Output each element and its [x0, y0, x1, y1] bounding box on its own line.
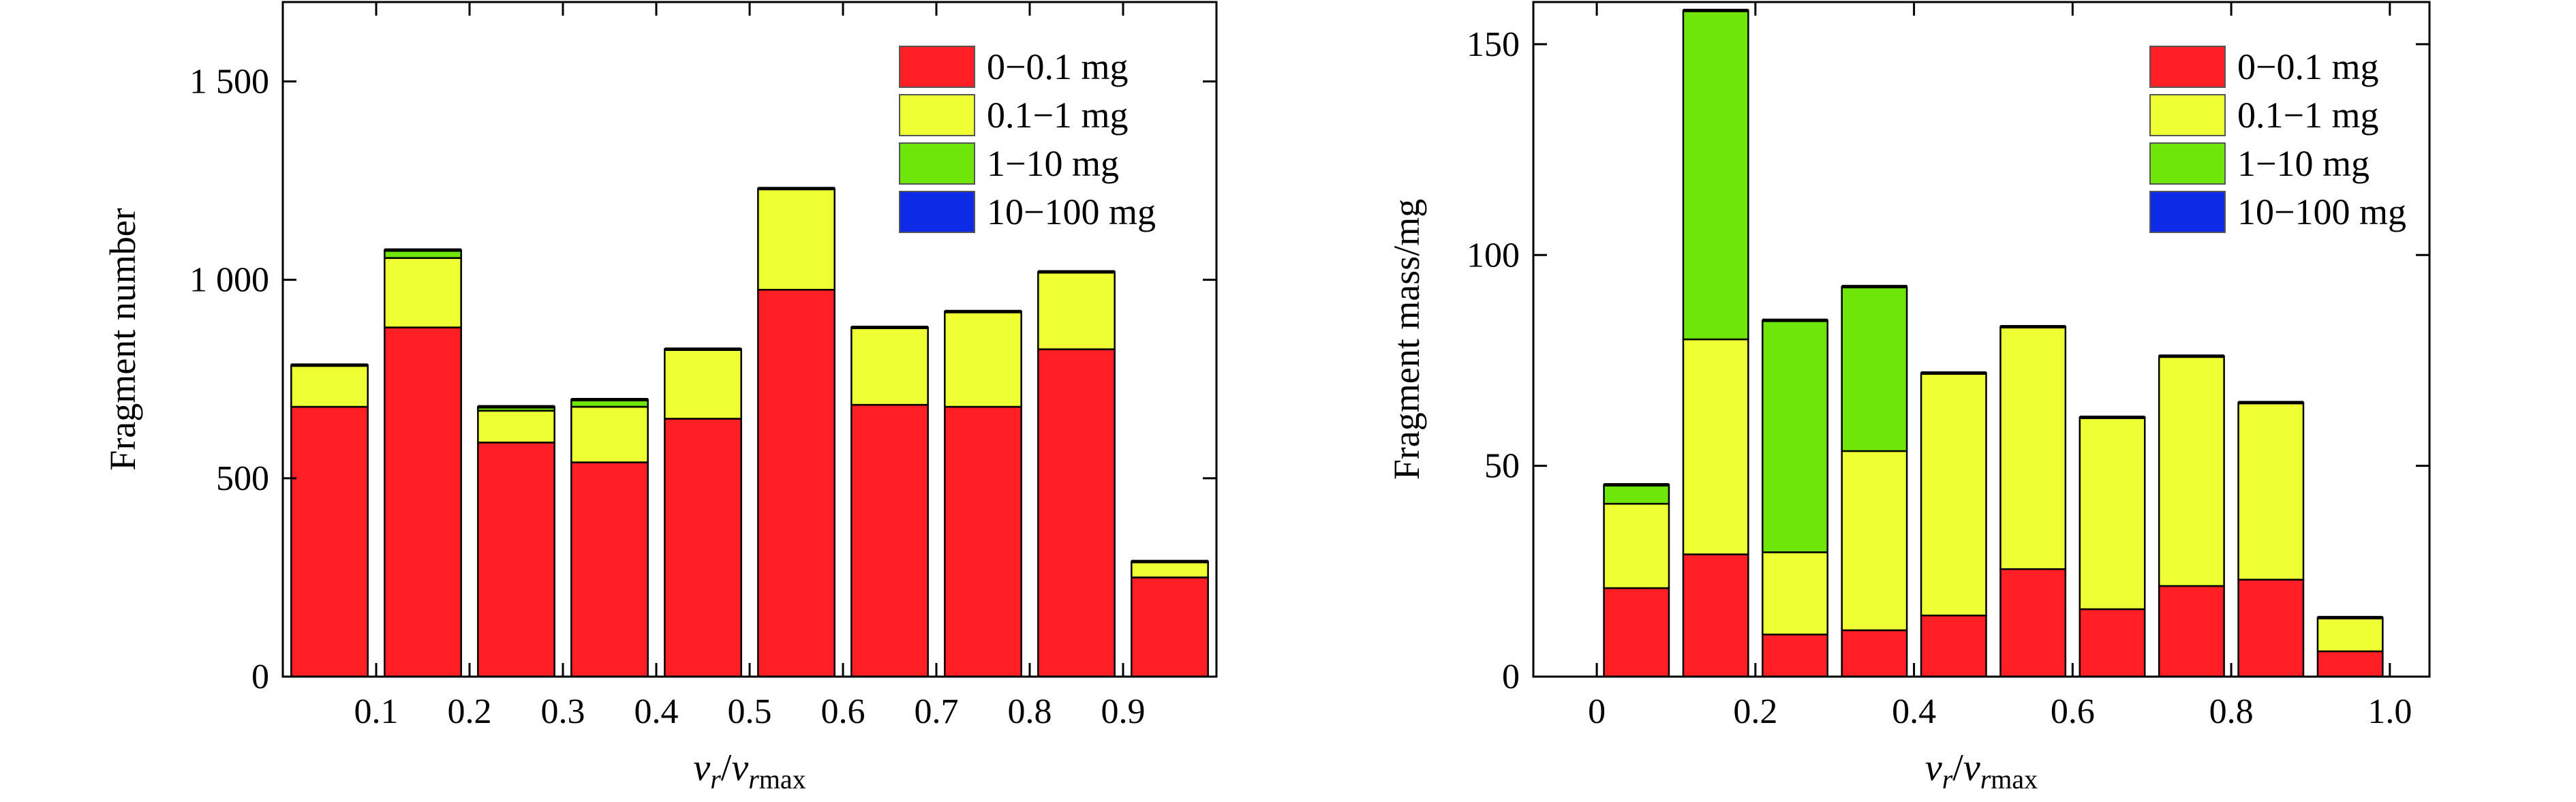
y-tick-label: 100: [1467, 236, 1520, 275]
bar-9-series-2: [2237, 401, 2305, 581]
legend-label: 0−0.1 mg: [2237, 46, 2378, 87]
x-tick-label: 0.4: [1892, 692, 1936, 731]
bar-5-series-1: [1920, 615, 1987, 678]
x-tick-label: 0.2: [448, 692, 492, 731]
y-tick-label: 1 500: [189, 62, 269, 101]
bar-4-series-2: [570, 405, 649, 463]
bar-7-series-1: [850, 403, 929, 678]
bar-7-series-2: [850, 326, 929, 406]
x-tick-label: 0.4: [634, 692, 679, 731]
legend-swatch: [899, 94, 975, 136]
bar-9-series-2: [1037, 271, 1116, 350]
legend-label: 0−0.1 mg: [987, 46, 1128, 87]
bar-3-series-1: [1762, 633, 1828, 678]
y-tick-label: 1 000: [189, 261, 269, 300]
legend-label: 1−10 mg: [987, 143, 1119, 184]
legend-label: 10−100 mg: [987, 191, 1156, 232]
bar-7-series-1: [2079, 608, 2146, 678]
bar-1-series-1: [290, 405, 369, 678]
bar-9-series-1: [2237, 579, 2305, 678]
legend-swatch: [899, 191, 975, 233]
y-tick-label: 0: [1502, 658, 1520, 696]
x-tick-label: 0.1: [354, 692, 399, 731]
bar-4-series-1: [1841, 629, 1908, 678]
bar-8-series-2: [2158, 355, 2225, 587]
chart-panel-1: 0 500 1 000 1 500 0.1 0.2 0.3 0.4 0.5 0.6 0.7 0.8 0.…: [102, 1, 1218, 795]
bar-2-series-1: [1682, 553, 1749, 678]
bar-1-series-2: [1603, 503, 1670, 589]
legend: 0−0.1 mg 0.1−1 mg 1−10 mg 10−100 mg: [899, 46, 1156, 233]
bar-1-series-3: [1603, 484, 1670, 505]
bar-4-series-2: [1841, 450, 1908, 632]
bar-3-series-3: [1762, 319, 1828, 553]
bar-3-series-1: [477, 442, 555, 678]
y-tick-label: 150: [1467, 25, 1520, 64]
legend-swatch: [2149, 191, 2226, 233]
bar-5-series-2: [1920, 372, 1987, 617]
legend-swatch: [2149, 142, 2226, 185]
bar-2-series-2: [1682, 338, 1749, 555]
y-axis-label: Fragment number: [102, 208, 143, 470]
bar-10-series-2: [2316, 617, 2384, 653]
x-tick-label: 0.5: [728, 692, 772, 731]
bar-4-series-3: [1841, 286, 1908, 452]
y-axis-label: Fragment mass/mg: [1386, 199, 1427, 480]
bar-8-series-1: [2158, 585, 2225, 678]
legend-label: 10−100 mg: [2237, 191, 2406, 232]
bar-3-series-2: [1762, 551, 1828, 636]
x-tick-label: 0.3: [541, 692, 585, 731]
legend-label: 0.1−1 mg: [987, 95, 1128, 136]
x-axis-label: vr/vrmax: [693, 747, 806, 795]
legend-swatch: [2149, 46, 2226, 88]
bar-7-series-2: [2079, 416, 2146, 611]
legend-swatch: [899, 46, 975, 88]
bar-4-series-1: [570, 461, 649, 678]
x-tick-label: 0.2: [1733, 692, 1777, 731]
legend-label: 1−10 mg: [2237, 143, 2370, 184]
bar-5-series-1: [664, 418, 742, 678]
x-tick-label: 1.0: [2367, 692, 2412, 731]
chart-panel-2: 0 50 100 150 0 0.2 0.4 0.6 0.8 1.0 vr/vrmax Fragmen…: [1386, 1, 2431, 795]
bar-6-series-1: [1999, 568, 2067, 678]
bar-8-series-1: [944, 405, 1022, 678]
bar-10-series-1: [1131, 576, 1209, 678]
y-tick-label: 500: [216, 459, 269, 498]
bar-8-series-2: [944, 310, 1022, 408]
bar-2-series-3: [1682, 10, 1749, 341]
bar-6-series-2: [1999, 326, 2067, 570]
legend-swatch: [899, 142, 975, 185]
bar-3-series-2: [477, 410, 555, 444]
x-tick-label: 0.6: [2051, 692, 2095, 731]
x-tick-label: 0.9: [1101, 692, 1146, 731]
bar-6-series-2: [757, 187, 835, 291]
x-tick-label: 0.8: [2209, 692, 2254, 731]
bar-5-series-2: [664, 348, 742, 420]
bar-2-series-2: [384, 257, 462, 328]
bar-9-series-1: [1037, 348, 1116, 678]
bar-1-series-1: [1603, 587, 1670, 678]
x-tick-label: 0.8: [1008, 692, 1052, 731]
bar-10-series-1: [2316, 650, 2384, 678]
legend-swatch: [2149, 94, 2226, 136]
legend-label: 0.1−1 mg: [2237, 95, 2378, 136]
bar-1-series-2: [290, 364, 369, 408]
bar-2-series-1: [384, 326, 462, 678]
x-tick-label: 0: [1588, 692, 1606, 731]
y-tick-label: 50: [1484, 447, 1520, 486]
y-tick-label: 0: [251, 658, 269, 696]
legend: 0−0.1 mg 0.1−1 mg 1−10 mg 10−100 mg: [2149, 46, 2406, 233]
x-tick-label: 0.6: [821, 692, 865, 731]
x-tick-label: 0.7: [915, 692, 959, 731]
plot-frame: [1532, 1, 2431, 678]
bar-10-series-2: [1131, 560, 1209, 579]
x-axis-label: vr/vrmax: [1925, 747, 2038, 795]
bar-6-series-1: [757, 288, 835, 678]
